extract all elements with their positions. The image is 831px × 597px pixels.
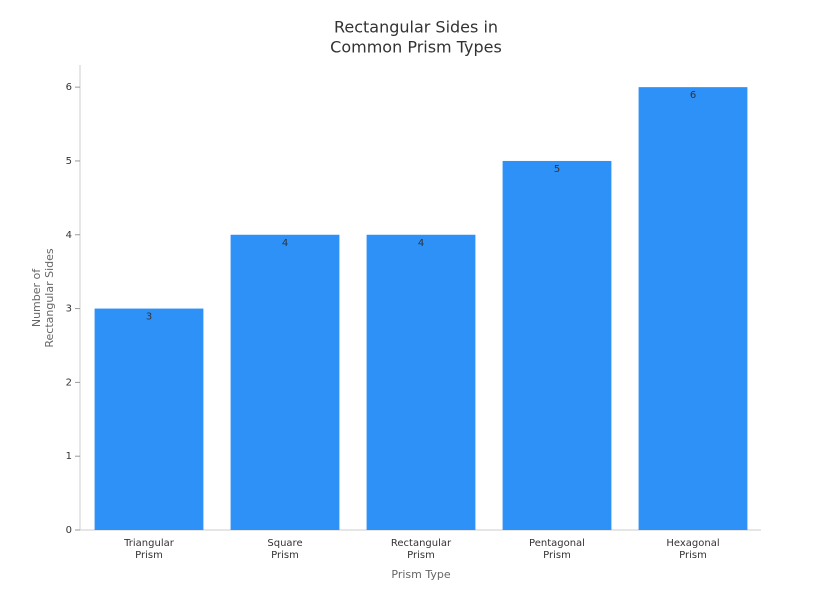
value-label: 5 bbox=[554, 164, 560, 175]
x-tick-label: Pentagonal bbox=[529, 538, 585, 549]
bar bbox=[94, 308, 204, 530]
x-tick-label: Hexagonal bbox=[666, 538, 719, 549]
x-tick-label: Triangular bbox=[123, 538, 175, 549]
x-axis-label: Prism Type bbox=[391, 568, 450, 581]
value-label: 4 bbox=[282, 238, 288, 249]
y-tick-label: 2 bbox=[66, 377, 72, 388]
y-tick-label: 3 bbox=[66, 304, 72, 315]
value-label: 4 bbox=[418, 238, 424, 249]
x-tick-label: Rectangular bbox=[391, 538, 452, 549]
x-tick-label: Prism bbox=[543, 550, 571, 561]
x-tick-label: Square bbox=[267, 538, 302, 549]
value-label: 6 bbox=[690, 90, 696, 101]
bar bbox=[366, 234, 476, 530]
y-axis-label: Number of Rectangular Sides bbox=[30, 248, 56, 348]
y-tick-label: 0 bbox=[66, 525, 72, 536]
x-tick-label: Prism bbox=[407, 550, 435, 561]
x-tick-label: Prism bbox=[135, 550, 163, 561]
bar bbox=[502, 160, 612, 530]
y-tick-label: 1 bbox=[66, 451, 72, 462]
y-tick-label: 4 bbox=[66, 230, 72, 241]
y-axis-label-line: Rectangular Sides bbox=[43, 248, 56, 348]
bar bbox=[638, 87, 748, 531]
y-axis-label-line: Number of bbox=[30, 268, 43, 327]
bar bbox=[230, 234, 340, 530]
x-tick-label: Prism bbox=[679, 550, 707, 561]
y-tick-label: 6 bbox=[66, 82, 72, 93]
chart-title: Common Prism Types bbox=[330, 38, 502, 57]
chart-title: Rectangular Sides in bbox=[334, 18, 498, 37]
x-tick-label: Prism bbox=[271, 550, 299, 561]
value-label: 3 bbox=[146, 312, 152, 323]
y-tick-label: 5 bbox=[66, 156, 72, 167]
